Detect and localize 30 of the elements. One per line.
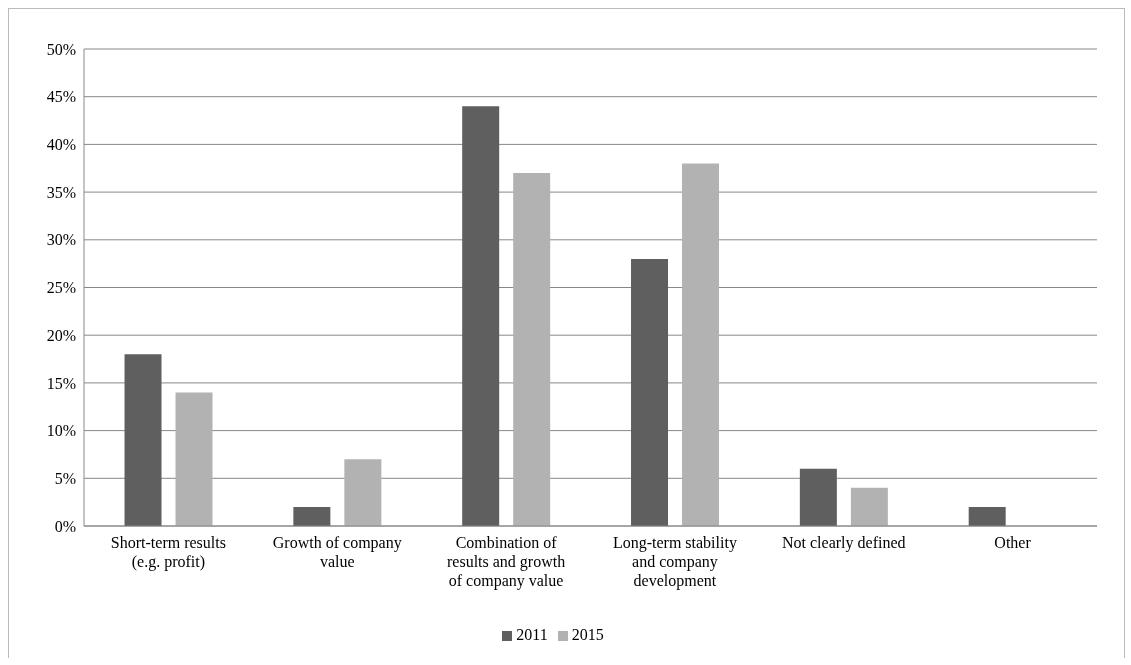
legend-label: 2011 <box>516 626 548 643</box>
bar <box>968 506 1006 526</box>
legend-label: 2015 <box>571 626 604 643</box>
y-tick-label: 20% <box>46 326 76 344</box>
y-tick-label: 15% <box>46 374 76 392</box>
bar <box>124 354 162 526</box>
bar <box>344 459 382 526</box>
bar <box>175 392 213 526</box>
bar <box>513 173 551 526</box>
bar <box>631 258 669 526</box>
y-tick-label: 30% <box>46 231 76 249</box>
y-tick-label: 50% <box>46 40 76 58</box>
x-tick-label: Short-term results (e.g. profit) <box>110 534 226 571</box>
y-tick-label: 35% <box>46 183 76 201</box>
bar <box>682 163 720 526</box>
y-tick-label: 25% <box>46 279 76 297</box>
x-tick-label: Other <box>994 534 1032 551</box>
bar <box>462 106 500 526</box>
x-tick-label: Not clearly defined <box>782 534 906 552</box>
y-tick-label: 0% <box>54 517 76 535</box>
y-tick-label: 10% <box>46 422 76 440</box>
x-tick-label: Long-term stability and company development <box>612 534 737 590</box>
bar <box>799 468 837 526</box>
y-tick-label: 45% <box>46 88 76 106</box>
x-tick-label: Combination of results and growth of company value <box>446 534 566 590</box>
y-tick-label: 5% <box>54 469 76 487</box>
bar <box>293 506 331 526</box>
bar <box>850 487 888 526</box>
x-tick-label: Growth of company value <box>272 534 402 570</box>
y-tick-label: 40% <box>46 136 76 154</box>
